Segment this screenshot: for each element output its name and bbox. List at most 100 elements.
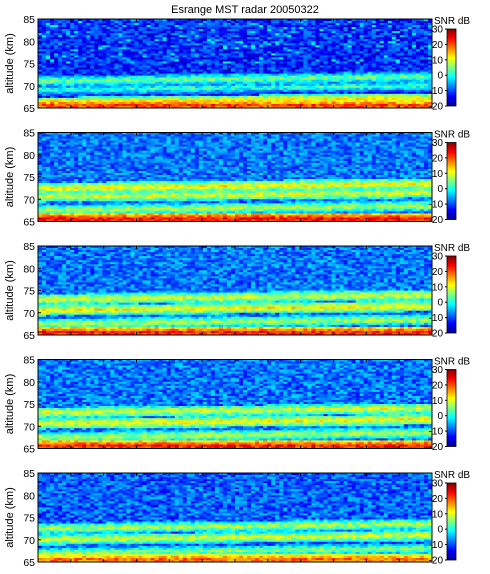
heatmap-cell <box>243 66 247 68</box>
heatmap-cell <box>303 37 307 39</box>
heatmap-cell <box>175 143 179 145</box>
heatmap-cell <box>118 141 122 143</box>
heatmap-cell <box>211 35 215 37</box>
heatmap-cell <box>295 49 299 51</box>
heatmap-cell <box>400 74 404 76</box>
heatmap-cell <box>400 68 404 70</box>
heatmap-cell <box>275 61 279 63</box>
heatmap-cell <box>287 76 291 78</box>
heatmap-cell <box>388 64 392 66</box>
heatmap-cell <box>255 139 259 141</box>
heatmap-cell <box>219 39 223 41</box>
heatmap-cell <box>211 55 215 57</box>
heatmap-cell <box>227 37 231 39</box>
heatmap-cell <box>356 84 360 86</box>
heatmap-cell <box>187 82 191 84</box>
heatmap-cell <box>86 74 90 76</box>
heatmap-cell <box>134 143 138 145</box>
heatmap-cell <box>267 72 271 74</box>
heatmap-cell <box>82 39 86 41</box>
heatmap-cell <box>78 145 82 147</box>
heatmap-cell <box>191 143 195 145</box>
heatmap-cell <box>139 94 143 96</box>
heatmap-cell <box>340 98 344 100</box>
heatmap-cell <box>215 135 219 137</box>
heatmap-cell <box>167 23 171 25</box>
heatmap-cell <box>134 57 138 59</box>
heatmap-cell <box>54 84 58 86</box>
heatmap-cell <box>207 137 211 139</box>
heatmap-cell <box>384 70 388 72</box>
heatmap-cell <box>400 139 404 141</box>
heatmap-cell <box>291 61 295 63</box>
heatmap-cell <box>110 137 114 139</box>
heatmap-cell <box>416 61 420 63</box>
heatmap-cell <box>360 92 364 94</box>
heatmap-cell <box>215 141 219 143</box>
heatmap-cell <box>259 43 263 45</box>
heatmap-cell <box>46 45 50 47</box>
heatmap-cell <box>110 59 114 61</box>
heatmap-cell <box>271 51 275 53</box>
heatmap-cell <box>412 76 416 78</box>
heatmap-cell <box>400 31 404 33</box>
heatmap-cell <box>126 45 130 47</box>
heatmap-cell <box>122 82 126 84</box>
heatmap-cell <box>66 53 70 55</box>
heatmap-cell <box>126 145 130 147</box>
heatmap-cell <box>319 92 323 94</box>
heatmap-cell <box>207 102 211 104</box>
heatmap-cell <box>283 57 287 59</box>
heatmap-cell <box>259 51 263 53</box>
heatmap-cell <box>251 29 255 31</box>
heatmap-cell <box>98 45 102 47</box>
heatmap-cell <box>275 100 279 102</box>
heatmap-cell <box>243 53 247 55</box>
heatmap-cell <box>376 51 380 53</box>
heatmap-cell <box>388 84 392 86</box>
heatmap-cell <box>155 92 159 94</box>
heatmap-cell <box>408 43 412 45</box>
heatmap-cell <box>114 47 118 49</box>
heatmap-cell <box>384 74 388 76</box>
heatmap-cell <box>130 31 134 33</box>
heatmap-cell <box>372 31 376 33</box>
heatmap-cell <box>384 86 388 88</box>
heatmap-cell <box>134 68 138 70</box>
heatmap-cell <box>376 98 380 100</box>
heatmap-cell <box>323 137 327 139</box>
heatmap-cell <box>263 102 267 104</box>
heatmap-cell <box>239 21 243 23</box>
heatmap-cell <box>271 98 275 100</box>
heatmap-cell <box>159 25 163 27</box>
heatmap-cell <box>139 33 143 35</box>
heatmap-cell <box>147 72 151 74</box>
heatmap-cell <box>424 49 428 51</box>
heatmap-cell <box>159 61 163 63</box>
heatmap-cell <box>86 84 90 86</box>
heatmap-cell <box>207 72 211 74</box>
heatmap-cell <box>336 82 340 84</box>
heatmap-cell <box>380 68 384 70</box>
heatmap-cell <box>90 37 94 39</box>
heatmap-cell <box>94 59 98 61</box>
heatmap-cell <box>408 86 412 88</box>
heatmap-cell <box>412 59 416 61</box>
heatmap-cell <box>86 45 90 47</box>
colorbar-tick-label: -20 <box>429 102 444 113</box>
heatmap-cell <box>340 86 344 88</box>
heatmap-cell <box>307 70 311 72</box>
heatmap-cell <box>356 23 360 25</box>
heatmap-cell <box>263 43 267 45</box>
heatmap-cell <box>384 96 388 98</box>
heatmap-cell <box>203 31 207 33</box>
heatmap-cell <box>323 49 327 51</box>
heatmap-cell <box>143 23 147 25</box>
heatmap-cell <box>412 21 416 23</box>
heatmap-cell <box>215 59 219 61</box>
heatmap-cell <box>126 57 130 59</box>
heatmap-cell <box>251 27 255 29</box>
heatmap-cell <box>183 86 187 88</box>
heatmap-cell <box>78 143 82 145</box>
heatmap-cell <box>372 68 376 70</box>
